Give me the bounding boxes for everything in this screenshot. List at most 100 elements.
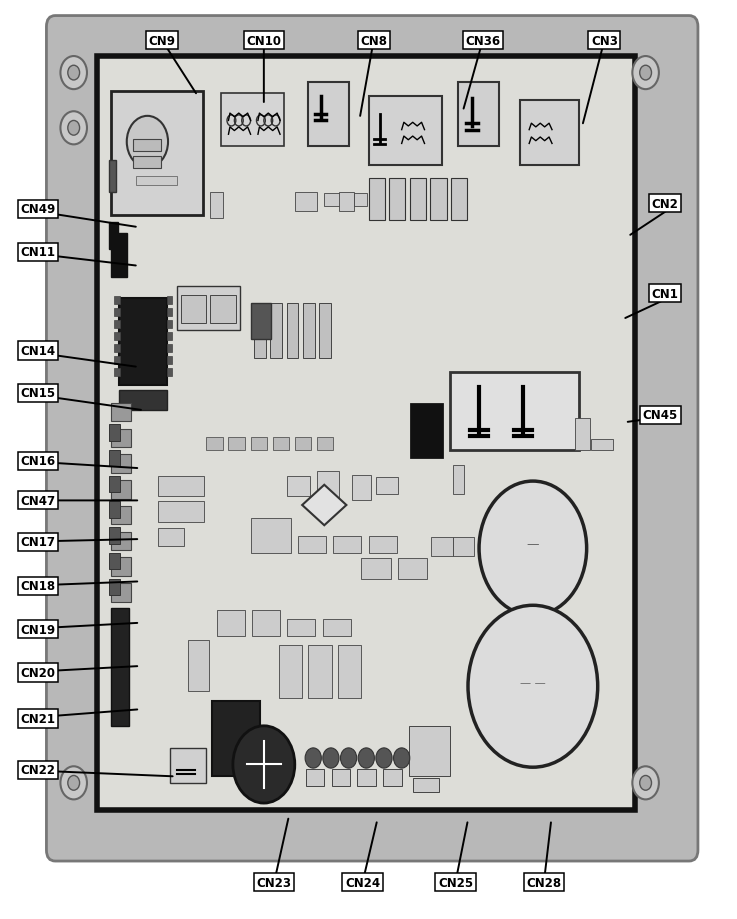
Circle shape xyxy=(60,766,87,800)
Bar xyxy=(111,455,131,473)
Bar xyxy=(114,333,120,341)
Bar xyxy=(308,83,349,147)
Bar xyxy=(167,297,172,305)
Circle shape xyxy=(640,66,652,81)
Circle shape xyxy=(323,748,339,768)
Circle shape xyxy=(68,121,80,136)
Bar xyxy=(410,179,426,221)
Bar xyxy=(254,303,266,358)
Bar xyxy=(158,528,184,547)
Bar xyxy=(167,333,172,341)
Bar xyxy=(114,345,120,353)
Bar xyxy=(354,194,367,207)
Bar xyxy=(295,437,311,450)
Text: CN2: CN2 xyxy=(652,198,678,210)
Text: CN10: CN10 xyxy=(246,35,282,48)
Bar xyxy=(323,619,351,636)
Text: CN47: CN47 xyxy=(21,494,56,507)
Text: CN17: CN17 xyxy=(21,536,55,549)
Text: CN28: CN28 xyxy=(526,876,562,889)
Bar xyxy=(158,502,204,522)
Bar xyxy=(109,222,118,250)
Bar xyxy=(109,553,120,570)
Circle shape xyxy=(479,482,587,616)
Bar xyxy=(177,287,240,331)
Bar xyxy=(228,437,245,450)
Text: CN25: CN25 xyxy=(438,876,473,889)
Circle shape xyxy=(632,766,659,800)
Bar xyxy=(361,559,391,579)
Circle shape xyxy=(358,748,374,768)
Text: CN9: CN9 xyxy=(149,35,175,48)
Bar xyxy=(430,179,447,221)
Bar xyxy=(210,296,236,323)
Bar xyxy=(167,309,172,317)
Bar xyxy=(308,645,332,698)
Bar xyxy=(279,645,302,698)
Bar xyxy=(333,537,361,553)
Text: CN1: CN1 xyxy=(652,288,678,301)
Bar xyxy=(109,425,120,441)
Bar xyxy=(591,439,613,450)
Bar xyxy=(317,471,339,501)
Circle shape xyxy=(127,117,168,168)
Circle shape xyxy=(60,112,87,145)
Bar xyxy=(453,465,464,494)
Text: CN11: CN11 xyxy=(21,246,55,259)
Bar xyxy=(111,506,131,525)
Bar xyxy=(251,303,271,340)
Bar xyxy=(206,437,223,450)
Bar xyxy=(167,345,172,353)
Bar xyxy=(109,502,120,518)
Text: CN14: CN14 xyxy=(21,345,56,357)
Bar xyxy=(109,528,120,544)
Circle shape xyxy=(68,776,80,790)
Bar xyxy=(317,437,333,450)
Text: CN18: CN18 xyxy=(21,580,56,593)
Bar xyxy=(111,608,129,726)
Bar xyxy=(111,233,127,278)
Circle shape xyxy=(376,748,392,768)
Circle shape xyxy=(60,57,87,90)
Bar xyxy=(114,309,120,317)
Circle shape xyxy=(68,66,80,81)
Bar xyxy=(450,372,579,450)
Circle shape xyxy=(394,748,410,768)
Bar xyxy=(111,429,131,448)
Text: CN15: CN15 xyxy=(21,387,56,400)
Bar xyxy=(298,537,326,553)
Text: CN45: CN45 xyxy=(643,409,678,422)
Bar xyxy=(188,641,209,691)
Bar xyxy=(111,92,203,216)
Bar xyxy=(114,297,120,305)
Bar xyxy=(368,96,442,165)
Bar xyxy=(398,559,427,579)
Circle shape xyxy=(640,776,652,790)
Polygon shape xyxy=(302,485,346,526)
Bar xyxy=(167,321,172,329)
Bar xyxy=(252,610,280,636)
Bar xyxy=(306,769,324,786)
Bar xyxy=(136,176,177,186)
Text: —: — xyxy=(527,538,539,550)
Bar xyxy=(114,369,120,377)
Bar xyxy=(133,140,161,152)
Bar xyxy=(114,321,120,329)
Text: CN23: CN23 xyxy=(256,876,292,889)
Bar xyxy=(217,610,245,636)
Bar xyxy=(458,83,499,147)
Bar xyxy=(109,161,116,193)
Bar xyxy=(376,478,398,494)
Circle shape xyxy=(340,748,357,768)
Bar xyxy=(251,437,267,450)
Bar xyxy=(319,303,331,358)
Bar xyxy=(270,303,282,358)
Bar xyxy=(181,296,206,323)
Bar xyxy=(287,619,315,636)
Text: CN3: CN3 xyxy=(591,35,618,48)
Bar xyxy=(167,369,172,377)
Text: CN20: CN20 xyxy=(21,666,55,679)
Bar xyxy=(368,537,397,553)
Circle shape xyxy=(632,57,659,90)
Bar xyxy=(109,450,120,467)
